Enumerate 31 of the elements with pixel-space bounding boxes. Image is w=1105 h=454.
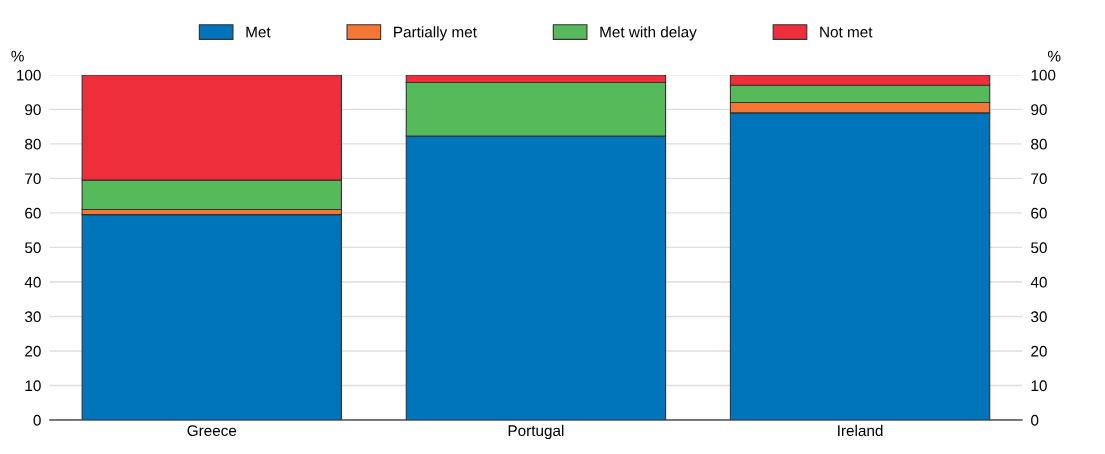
y2-tick-label: 50 bbox=[1031, 242, 1047, 254]
y-tick-label: 10 bbox=[25, 380, 41, 392]
legend-label: Met with delay bbox=[600, 26, 697, 41]
y2-tick-label: 40 bbox=[1030, 276, 1047, 288]
legend-label: Not met bbox=[820, 26, 873, 38]
y2-tick-label: 90 bbox=[1031, 104, 1047, 116]
y2-tick-label: 70 bbox=[1031, 173, 1047, 185]
y-tick-label: 0 bbox=[33, 414, 41, 426]
y-tick-label: 40 bbox=[24, 276, 41, 288]
y-tick-label: 100 bbox=[17, 69, 41, 81]
y2-tick-label: 10 bbox=[1031, 380, 1047, 392]
y-tick-label: 90 bbox=[25, 104, 41, 116]
y2-tick-label: 30 bbox=[1031, 311, 1047, 323]
y-axis-title: % bbox=[11, 50, 24, 62]
y-tick-label: 20 bbox=[25, 345, 41, 357]
y2-tick-label: 20 bbox=[1031, 345, 1047, 357]
x-tick-label: Greece bbox=[187, 425, 237, 437]
y2-tick-label: 80 bbox=[1031, 138, 1047, 150]
y2-tick-label: 100 bbox=[1031, 69, 1056, 81]
legend-label: Partially met bbox=[394, 26, 477, 41]
y-tick-label: 30 bbox=[24, 311, 41, 323]
y-tick-label: 60 bbox=[25, 207, 41, 219]
y-tick-label: 80 bbox=[25, 138, 41, 150]
y2-axis-title: % bbox=[1047, 50, 1061, 62]
x-tick-label: Portugal bbox=[508, 424, 564, 440]
y-tick-label: 50 bbox=[25, 242, 41, 254]
y-tick-label: 70 bbox=[25, 173, 41, 185]
y2-tick-label: 0 bbox=[1031, 414, 1039, 426]
legend-label: Met bbox=[246, 26, 271, 38]
x-tick-label: Ireland bbox=[838, 424, 883, 437]
y2-tick-label: 60 bbox=[1031, 207, 1047, 219]
